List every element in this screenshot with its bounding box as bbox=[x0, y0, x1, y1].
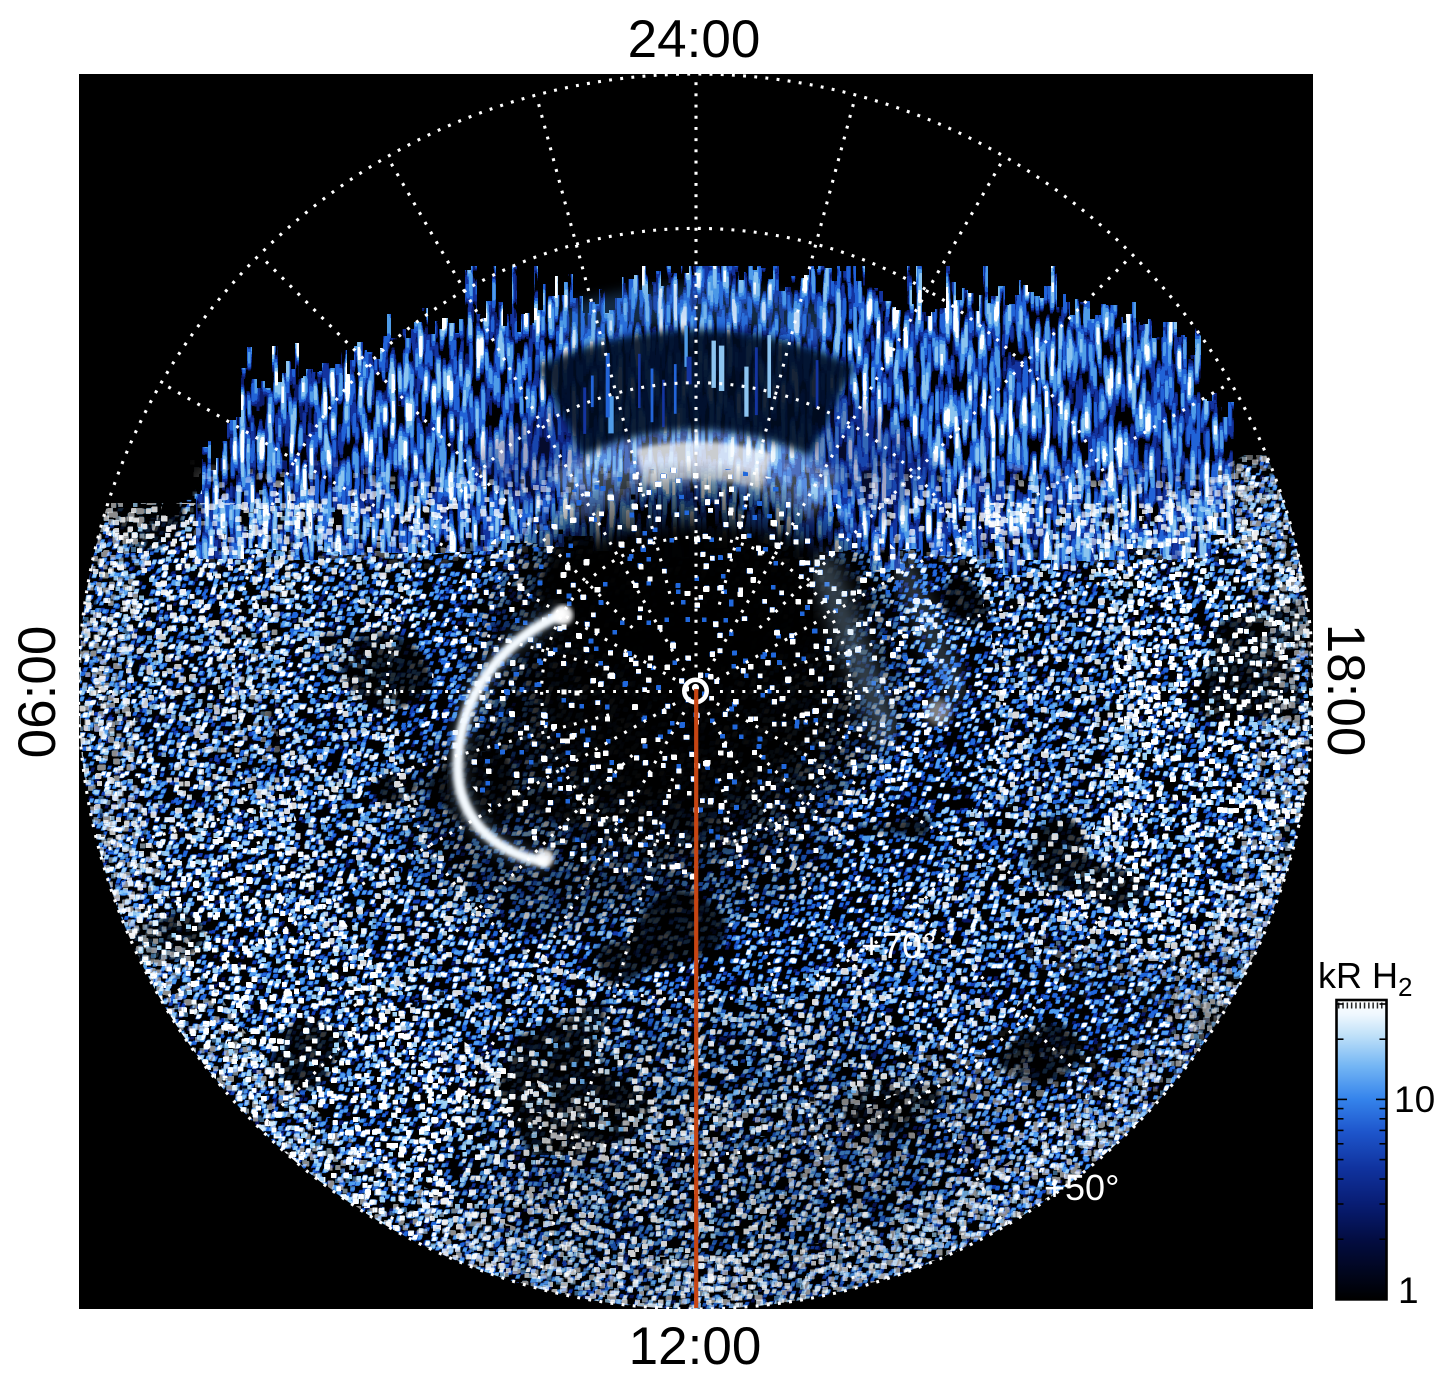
svg-text:1: 1 bbox=[1398, 1270, 1419, 1311]
svg-text:18:00: 18:00 bbox=[1316, 624, 1375, 757]
svg-text:10: 10 bbox=[1394, 1079, 1435, 1120]
svg-text:24:00: 24:00 bbox=[628, 10, 761, 69]
svg-text:+70°: +70° bbox=[861, 925, 936, 966]
svg-text:+50°: +50° bbox=[1044, 1167, 1119, 1208]
svg-text:12:00: 12:00 bbox=[629, 1317, 762, 1376]
svg-text:06:00: 06:00 bbox=[8, 626, 67, 759]
svg-text:kR H2: kR H2 bbox=[1318, 955, 1412, 1002]
